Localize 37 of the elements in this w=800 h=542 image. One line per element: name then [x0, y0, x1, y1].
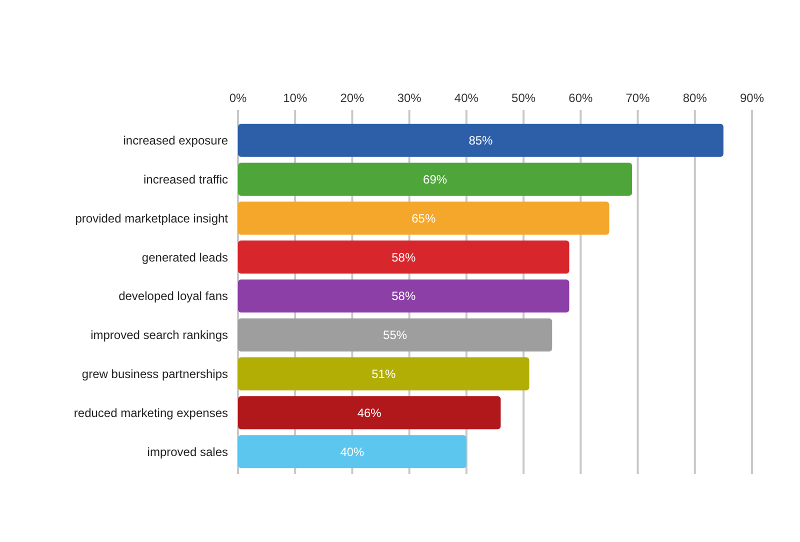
bar	[238, 357, 530, 390]
y-tick-label: improved sales	[147, 444, 228, 459]
data-label: 58%	[392, 289, 416, 304]
y-tick-label: reduced marketing expenses	[74, 406, 228, 420]
x-tick-label: 10%	[283, 91, 308, 105]
data-label: 40%	[340, 444, 365, 459]
x-tick-label: 0%	[229, 91, 247, 105]
data-label: 65%	[412, 211, 436, 226]
bar	[238, 162, 632, 196]
x-tick-label: 50%	[512, 91, 536, 105]
x-tick-label: 20%	[340, 91, 365, 105]
y-tick-label: grew business partnerships	[82, 367, 228, 382]
data-label: 51%	[372, 367, 396, 382]
y-tick-label: provided marketplace insight	[75, 211, 229, 226]
y-tick-label: generated leads	[142, 250, 228, 264]
x-tick-label: 80%	[682, 91, 708, 105]
data-label: 85%	[468, 134, 494, 148]
bar	[238, 202, 610, 235]
y-tick-label: increased exposure	[123, 134, 228, 148]
bar	[238, 124, 724, 157]
x-tick-label: 60%	[568, 91, 593, 105]
bar	[238, 396, 501, 430]
bar	[238, 435, 466, 468]
bar	[238, 279, 570, 313]
data-label: 55%	[383, 328, 408, 342]
y-tick-label: increased traffic	[144, 172, 228, 186]
y-tick-label: improved search rankings	[90, 328, 228, 342]
bar	[238, 318, 552, 352]
data-label: 58%	[392, 250, 416, 264]
x-tick-label: 30%	[397, 91, 422, 105]
bar	[238, 240, 570, 274]
data-label: 46%	[357, 406, 382, 420]
x-tick-label: 40%	[454, 91, 479, 105]
x-tick-label: 90%	[740, 91, 764, 105]
y-tick-label: developed loyal fans	[118, 289, 228, 304]
data-label: 69%	[423, 172, 448, 186]
x-tick-label: 70%	[626, 91, 650, 105]
